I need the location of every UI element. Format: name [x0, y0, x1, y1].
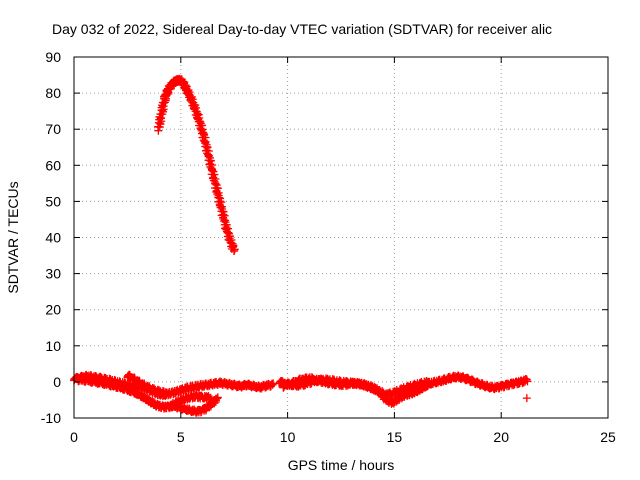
data-point	[424, 377, 433, 386]
y-tick-label: 40	[45, 230, 61, 246]
y-tick-label: 20	[45, 302, 61, 318]
data-point	[213, 394, 222, 403]
x-axis-title: GPS time / hours	[288, 457, 395, 473]
grid	[74, 57, 608, 418]
x-tick-label: 15	[387, 429, 403, 445]
y-tick-label: -10	[41, 410, 61, 426]
chart-title: Day 032 of 2022, Sidereal Day-to-day VTE…	[52, 21, 552, 37]
tick-labels: 0 5 10 15 20 25 -10 0 10 20 30 40 50 60 70 80 90	[41, 49, 616, 445]
y-tick-label: 0	[53, 374, 61, 390]
data-point	[213, 393, 222, 402]
y-tick-label: 50	[45, 193, 61, 209]
axis-ticks	[73, 56, 609, 419]
x-tick-label: 20	[493, 429, 509, 445]
data-point	[522, 375, 531, 384]
y-axis-title: SDTVAR / TECUs	[5, 181, 21, 293]
data-points	[70, 74, 532, 417]
data-point	[211, 180, 220, 189]
x-tick-label: 5	[177, 429, 185, 445]
y-tick-label: 90	[45, 49, 61, 65]
data-point	[523, 377, 532, 386]
y-tick-label: 80	[45, 85, 61, 101]
y-tick-label: 70	[45, 121, 61, 137]
data-point	[230, 246, 239, 255]
x-tick-label: 10	[280, 429, 296, 445]
data-point	[161, 389, 170, 398]
x-tick-label: 0	[70, 429, 78, 445]
y-tick-label: 60	[45, 157, 61, 173]
y-tick-label: 30	[45, 266, 61, 282]
data-point	[522, 394, 531, 403]
x-tick-label: 25	[600, 429, 616, 445]
data-point	[268, 380, 277, 389]
y-tick-label: 10	[45, 338, 61, 354]
